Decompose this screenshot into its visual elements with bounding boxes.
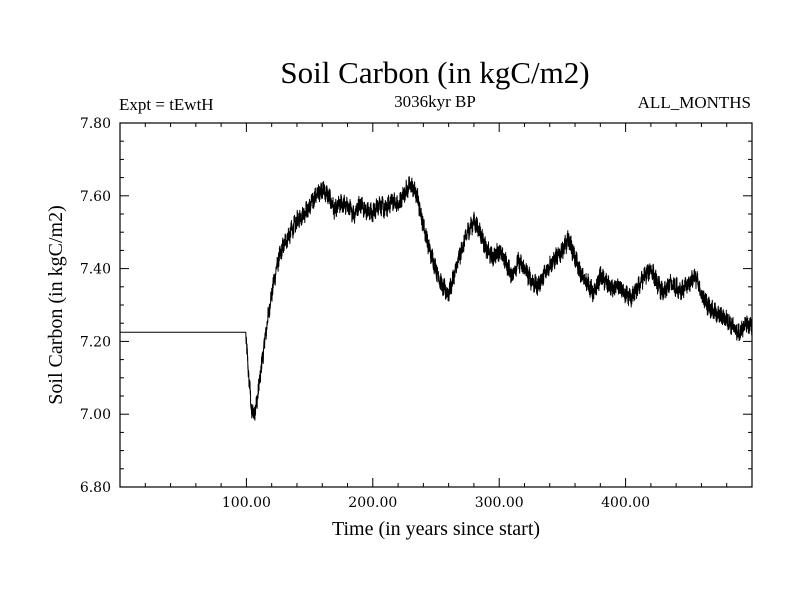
chart-title: Soil Carbon (in kgC/m2)	[280, 55, 589, 90]
y-axis-label: Soil Carbon (in kgC/m2)	[45, 205, 67, 404]
y-tick-label-7-40: 7.40	[80, 262, 111, 278]
experiment-label: Expt = tEwtH	[119, 95, 214, 114]
months-label: ALL_MONTHS	[638, 93, 751, 112]
axis-ticks	[120, 123, 752, 487]
y-tick-label-7-20: 7.20	[80, 334, 111, 350]
x-tick-label-300: 300.00	[475, 495, 524, 511]
plot-frame	[119, 122, 753, 488]
x-axis-label: Time (in years since start)	[332, 518, 540, 540]
y-tick-label-7-00: 7.00	[80, 407, 111, 423]
x-tick-label-400: 400.00	[601, 495, 650, 511]
x-tick-label-100: 100.00	[222, 495, 271, 511]
y-tick-label-6-80: 6.80	[80, 480, 111, 496]
series-line-0	[120, 176, 753, 421]
y-tick-label-7-80: 7.80	[80, 116, 111, 132]
series-group	[120, 176, 753, 421]
period-label: 3036kyr BP	[394, 92, 476, 111]
x-tick-label-200: 200.00	[348, 495, 397, 511]
y-tick-label-7-60: 7.60	[80, 189, 111, 205]
